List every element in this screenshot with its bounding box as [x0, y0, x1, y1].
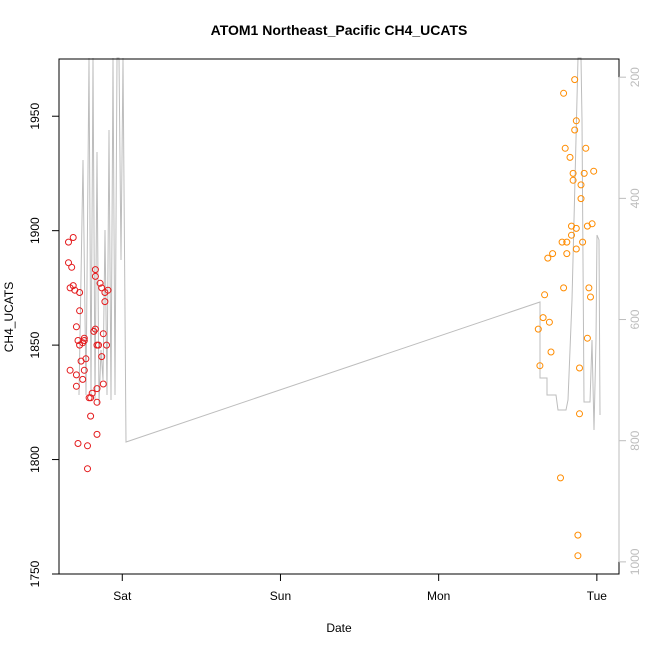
data-point — [582, 144, 590, 152]
data-point — [93, 430, 101, 438]
data-point — [66, 366, 74, 374]
data-point — [80, 337, 88, 344]
y-tick-label: 1900 — [28, 217, 42, 244]
data-point — [93, 398, 101, 406]
data-point — [80, 366, 88, 374]
y-tick-label: 1950 — [28, 103, 42, 130]
data-point — [95, 341, 102, 349]
data-point — [98, 353, 106, 361]
y-axis: 1750 1800 1850 1900 1950 — [28, 103, 59, 587]
data-point — [560, 89, 568, 97]
data-point — [79, 375, 87, 383]
data-point — [563, 238, 571, 246]
data-point — [580, 169, 588, 177]
data-point — [561, 144, 569, 152]
data-point — [69, 282, 77, 290]
data-point — [568, 231, 575, 239]
x-axis: Sat Sun Mon Tue — [113, 573, 608, 603]
data-points — [65, 76, 598, 560]
data-point — [80, 334, 88, 342]
data-point — [65, 259, 72, 267]
right-y-tick-label: 200 — [628, 67, 642, 87]
data-point — [74, 440, 82, 447]
right-y-axis: 200 400 600 800 1000 — [618, 67, 642, 575]
data-point — [560, 284, 568, 292]
data-point — [91, 325, 99, 333]
data-point — [571, 126, 579, 134]
data-point — [76, 289, 84, 296]
data-point — [91, 266, 99, 274]
data-point — [99, 330, 107, 338]
data-point — [577, 181, 585, 189]
data-point — [93, 385, 101, 393]
data-point — [590, 167, 598, 175]
data-point — [569, 176, 577, 184]
data-point — [574, 531, 582, 539]
data-point — [72, 382, 80, 390]
right-y-tick-label: 400 — [628, 188, 642, 208]
y-tick-label: 1850 — [28, 331, 42, 358]
x-tick-label: Sat — [113, 589, 132, 603]
data-point — [571, 76, 579, 84]
data-point — [572, 117, 580, 125]
data-point — [544, 254, 552, 262]
data-point — [549, 250, 557, 258]
data-point — [579, 238, 587, 246]
y-tick-label: 1800 — [28, 446, 42, 473]
data-point — [545, 318, 553, 326]
data-point — [534, 325, 542, 333]
data-point — [576, 364, 583, 372]
data-point — [572, 245, 580, 253]
data-point — [87, 394, 95, 402]
data-point — [101, 298, 109, 306]
grey-trace — [78, 57, 601, 443]
data-point — [98, 284, 106, 292]
data-point — [566, 153, 574, 161]
data-point — [585, 284, 593, 292]
y-axis-label: CH4_UCATS — [2, 282, 16, 352]
data-point — [539, 314, 547, 322]
data-point — [69, 234, 77, 241]
data-point — [574, 552, 582, 560]
data-point — [536, 362, 544, 370]
data-point — [576, 410, 583, 418]
data-point — [82, 355, 90, 363]
data-point — [587, 293, 594, 301]
data-point — [76, 307, 84, 315]
data-point — [84, 465, 91, 473]
data-point — [547, 348, 555, 356]
data-point — [563, 250, 571, 258]
data-point — [572, 224, 580, 232]
x-tick-label: Sun — [270, 589, 291, 603]
data-point — [91, 272, 99, 280]
data-point — [88, 389, 96, 397]
x-axis-label: Date — [326, 621, 352, 635]
right-y-tick-label: 800 — [628, 430, 642, 450]
y-tick-label: 1750 — [28, 560, 42, 587]
data-point — [96, 279, 104, 287]
data-point — [87, 412, 95, 420]
grey-line — [78, 57, 601, 443]
data-point — [541, 291, 549, 299]
data-point — [99, 380, 107, 388]
data-point — [557, 474, 564, 482]
x-tick-label: Mon — [427, 589, 450, 603]
x-tick-label: Tue — [587, 589, 608, 603]
data-point — [558, 238, 566, 246]
data-point — [103, 341, 110, 349]
data-point — [577, 195, 585, 203]
data-point — [569, 169, 577, 177]
data-point — [72, 323, 80, 331]
data-point — [104, 286, 112, 294]
data-point — [84, 442, 91, 450]
data-point — [72, 371, 80, 379]
data-point — [68, 263, 76, 271]
chart-title: ATOM1 Northeast_Pacific CH4_UCATS — [211, 22, 468, 38]
right-y-tick-label: 600 — [628, 309, 642, 329]
data-point — [65, 238, 72, 246]
data-point — [588, 220, 596, 228]
right-y-tick-label: 1000 — [628, 548, 642, 575]
data-point — [583, 334, 591, 342]
